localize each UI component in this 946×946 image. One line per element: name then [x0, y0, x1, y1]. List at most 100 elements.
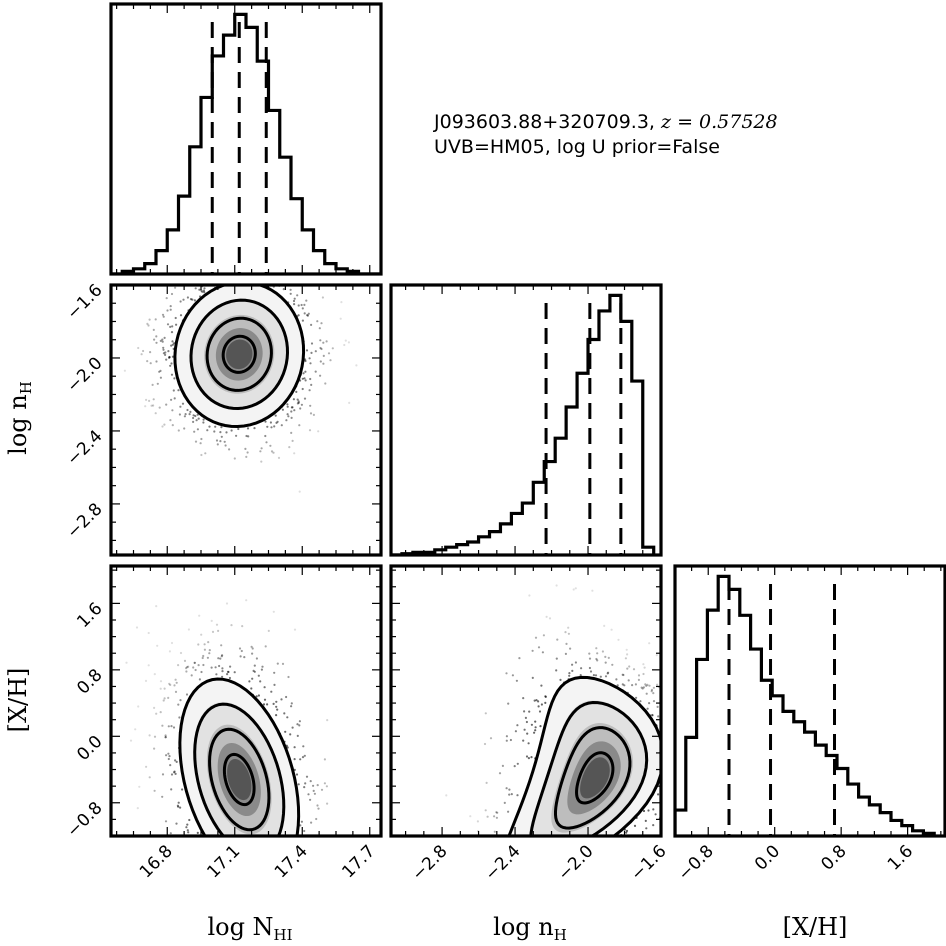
sample-point — [505, 672, 508, 675]
sample-point — [263, 698, 267, 701]
sample-point — [532, 856, 534, 858]
sample-point — [155, 712, 158, 715]
sample-point — [514, 730, 518, 733]
sample-point — [164, 736, 167, 739]
sample-point — [293, 839, 295, 841]
sample-point — [515, 679, 519, 682]
sample-point — [309, 377, 312, 381]
sample-point — [240, 876, 242, 878]
sample-point — [237, 846, 239, 848]
sample-point — [172, 389, 175, 392]
sample-point — [200, 859, 202, 861]
sample-point — [285, 419, 288, 422]
sample-point — [161, 425, 164, 428]
sample-point — [306, 314, 309, 317]
sample-point — [188, 818, 191, 822]
sample-point — [317, 430, 320, 433]
sample-point — [203, 287, 206, 290]
y-tick-label: −1.6 — [63, 280, 106, 323]
sample-point — [303, 786, 306, 789]
sample-point — [430, 924, 432, 926]
sample-point — [235, 434, 238, 437]
sample-point — [263, 840, 265, 842]
sample-point — [308, 357, 311, 360]
contour-line — [178, 677, 301, 836]
sample-point — [507, 810, 510, 813]
sample-point — [169, 364, 172, 367]
sample-point — [536, 872, 538, 874]
y-tick-label: −2.4 — [63, 426, 106, 469]
sample-point — [140, 353, 143, 356]
sample-point — [153, 338, 156, 341]
sample-point — [325, 340, 328, 343]
sample-point — [289, 292, 292, 295]
sample-point — [521, 887, 523, 889]
sample-point — [590, 843, 592, 845]
sample-point — [257, 674, 260, 677]
sample-point — [171, 325, 174, 328]
sample-point — [244, 838, 246, 840]
sample-point — [251, 647, 254, 650]
sample-point — [319, 339, 322, 342]
sample-point — [518, 657, 521, 660]
joint-panel-1-2: −2.8 −2.4 −2.0 −1.6 — [389, 564, 671, 931]
sample-point — [161, 795, 164, 798]
sample-point — [230, 624, 233, 627]
sample-point — [281, 662, 285, 666]
sample-point — [537, 843, 539, 845]
sample-point — [161, 338, 164, 341]
sample-point — [185, 670, 188, 673]
sample-point — [253, 866, 255, 868]
sample-point — [218, 664, 221, 668]
sample-point — [516, 724, 519, 727]
sample-point — [282, 288, 285, 291]
sample-point — [150, 404, 153, 407]
sample-point — [264, 875, 266, 877]
sample-point — [521, 892, 523, 894]
sample-point — [495, 889, 497, 891]
sample-point — [171, 409, 174, 412]
sample-point — [147, 631, 150, 635]
sample-point — [564, 853, 566, 855]
sample-point — [171, 343, 174, 346]
sample-point — [642, 672, 645, 676]
sample-point — [454, 929, 456, 931]
sample-point — [288, 446, 291, 449]
sample-point — [308, 923, 310, 925]
sample-point — [569, 647, 572, 650]
sample-point — [320, 347, 323, 351]
sample-point — [173, 377, 176, 380]
sample-point — [192, 666, 195, 669]
sample-point — [273, 683, 276, 687]
sample-point — [523, 710, 526, 713]
sample-point — [248, 853, 250, 855]
sample-point — [668, 818, 670, 820]
sample-point — [264, 862, 266, 864]
sample-point — [648, 684, 651, 687]
sample-point — [233, 904, 235, 906]
sample-point — [153, 747, 156, 750]
sample-point — [301, 756, 305, 759]
sample-point — [299, 758, 302, 761]
sample-point — [301, 307, 304, 310]
sample-point — [225, 431, 228, 434]
sample-point — [654, 813, 657, 816]
sample-point — [193, 430, 196, 433]
sample-point — [213, 430, 216, 433]
sample-point — [152, 404, 155, 407]
sample-point — [474, 883, 476, 885]
histogram-step — [675, 574, 936, 836]
sample-point — [221, 841, 223, 843]
sample-point — [241, 879, 243, 881]
sample-point — [655, 654, 658, 657]
sample-point — [261, 850, 263, 852]
sample-point — [202, 421, 205, 424]
sample-point — [550, 862, 552, 864]
sample-point — [530, 851, 532, 853]
sample-point — [172, 726, 176, 729]
sample-point — [521, 861, 523, 863]
sample-point — [269, 855, 271, 857]
sample-point — [293, 452, 296, 455]
sample-point — [274, 854, 276, 856]
